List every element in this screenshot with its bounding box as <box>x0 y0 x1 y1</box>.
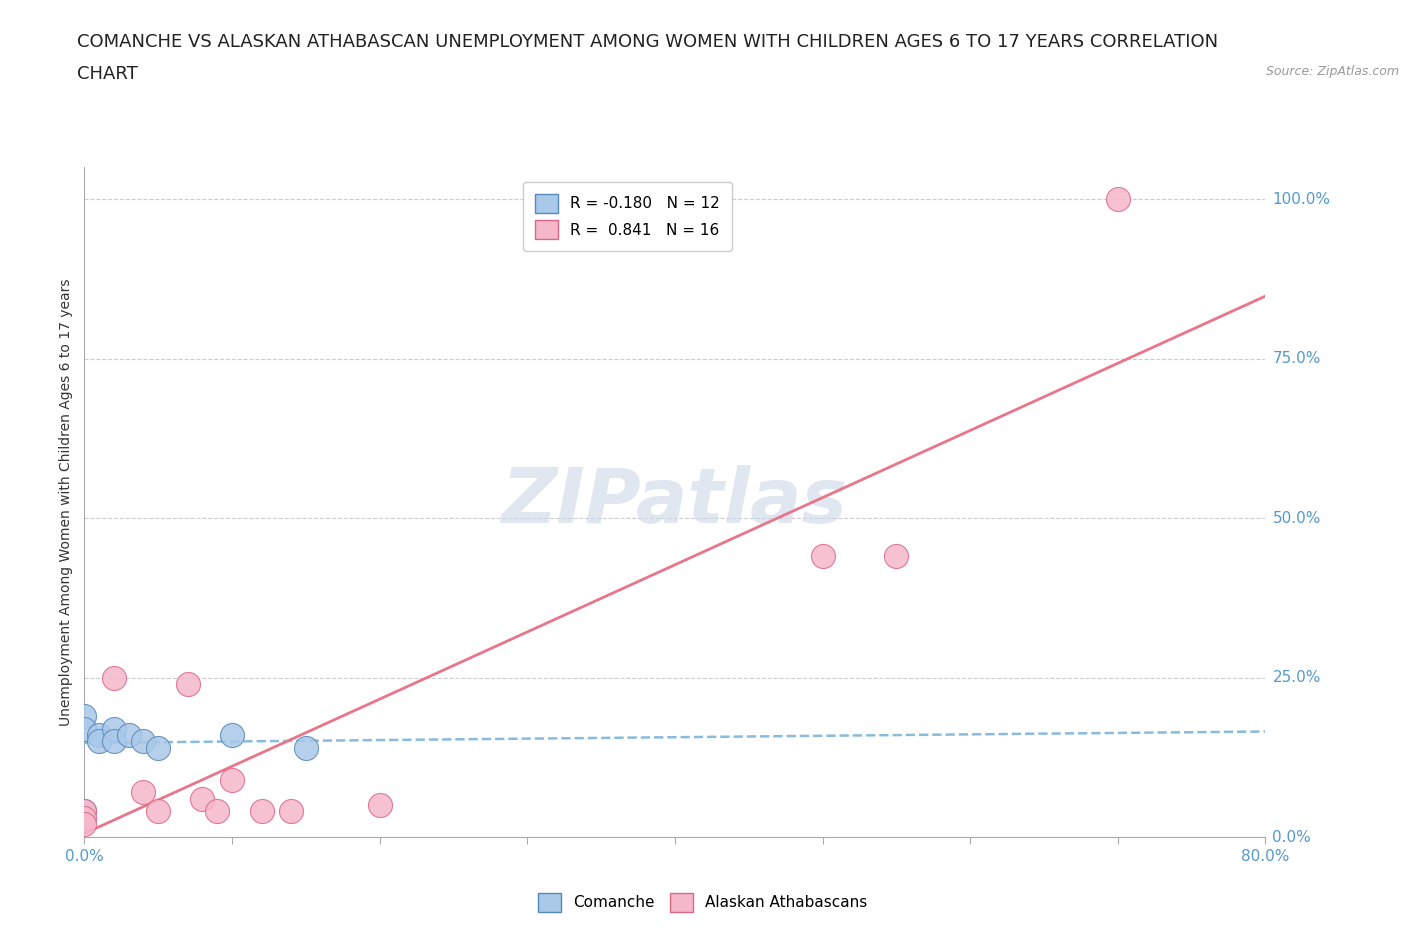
Point <box>177 676 200 691</box>
Text: 100.0%: 100.0% <box>1272 192 1330 206</box>
Point <box>103 721 125 736</box>
Point <box>73 709 96 724</box>
Point <box>103 671 125 685</box>
Y-axis label: Unemployment Among Women with Children Ages 6 to 17 years: Unemployment Among Women with Children A… <box>59 278 73 726</box>
Point <box>103 734 125 749</box>
Text: 25.0%: 25.0% <box>1272 671 1320 685</box>
Point <box>73 721 96 736</box>
Text: 50.0%: 50.0% <box>1272 511 1320 525</box>
Point <box>73 804 96 819</box>
Point <box>886 549 908 564</box>
Point <box>132 734 155 749</box>
Point <box>221 727 243 742</box>
Point <box>148 740 170 755</box>
Point <box>148 804 170 819</box>
Point <box>87 734 111 749</box>
Legend: Comanche, Alaskan Athabascans: Comanche, Alaskan Athabascans <box>533 887 873 918</box>
Point <box>295 740 318 755</box>
Point <box>1107 192 1129 206</box>
Point <box>73 810 96 825</box>
Text: CHART: CHART <box>77 65 138 83</box>
Point <box>73 804 96 819</box>
Point <box>250 804 273 819</box>
Text: COMANCHE VS ALASKAN ATHABASCAN UNEMPLOYMENT AMONG WOMEN WITH CHILDREN AGES 6 TO : COMANCHE VS ALASKAN ATHABASCAN UNEMPLOYM… <box>77 33 1219 50</box>
Point <box>221 772 243 787</box>
Point <box>811 549 834 564</box>
Text: ZIPatlas: ZIPatlas <box>502 465 848 539</box>
Point <box>118 727 141 742</box>
Point <box>132 785 155 800</box>
Legend: R = -0.180   N = 12, R =  0.841   N = 16: R = -0.180 N = 12, R = 0.841 N = 16 <box>523 181 733 251</box>
Point <box>87 727 111 742</box>
Point <box>368 798 391 813</box>
Point <box>73 817 96 831</box>
Text: 0.0%: 0.0% <box>1272 830 1312 844</box>
Point <box>205 804 228 819</box>
Point <box>280 804 302 819</box>
Point <box>191 791 214 806</box>
Text: Source: ZipAtlas.com: Source: ZipAtlas.com <box>1265 65 1399 78</box>
Text: 75.0%: 75.0% <box>1272 352 1320 366</box>
